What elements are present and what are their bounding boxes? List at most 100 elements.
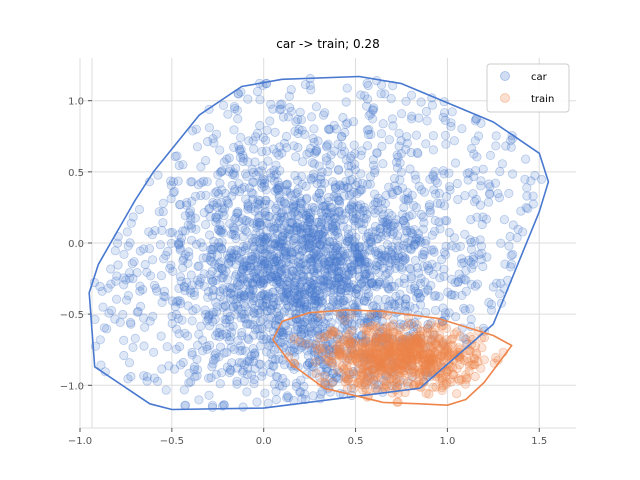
- car-point: [460, 229, 470, 239]
- car-point: [512, 233, 522, 243]
- car-point: [419, 218, 429, 228]
- car-point: [497, 159, 507, 169]
- car-point: [286, 339, 296, 349]
- car-point: [356, 150, 366, 160]
- car-point: [354, 241, 364, 251]
- car-point: [382, 340, 392, 351]
- car-point: [319, 281, 329, 292]
- car-point: [378, 159, 388, 169]
- car-point: [161, 250, 171, 260]
- car-point: [282, 295, 292, 305]
- car-point: [343, 229, 353, 239]
- car-point: [276, 265, 286, 276]
- car-point: [298, 206, 308, 216]
- car-point: [202, 177, 212, 187]
- train-point: [353, 377, 363, 387]
- car-point: [394, 298, 404, 308]
- scatter-points: [89, 73, 547, 412]
- car-point: [278, 328, 288, 338]
- car-point: [472, 279, 482, 289]
- car-point: [296, 327, 306, 337]
- car-point: [186, 214, 196, 224]
- car-point: [438, 112, 448, 122]
- car-point: [269, 165, 279, 175]
- train-point: [342, 348, 352, 359]
- car-point: [507, 169, 518, 179]
- car-point: [372, 234, 382, 244]
- car-point: [305, 217, 315, 227]
- car-point: [184, 247, 194, 257]
- train-point: [406, 367, 416, 378]
- car-point: [223, 109, 233, 119]
- car-point: [97, 286, 107, 296]
- train-point: [455, 359, 465, 370]
- car-point: [317, 234, 327, 244]
- train-point: [418, 371, 428, 381]
- car-point: [334, 232, 344, 242]
- car-point: [405, 244, 416, 254]
- car-point: [289, 208, 299, 218]
- car-point: [132, 307, 142, 317]
- car-point: [476, 181, 486, 191]
- car-point: [223, 199, 234, 209]
- car-point: [361, 284, 371, 294]
- car-point: [348, 253, 359, 263]
- car-point: [293, 293, 304, 303]
- car-point: [390, 181, 400, 191]
- car-point: [320, 232, 330, 242]
- car-point: [299, 317, 309, 327]
- car-point: [350, 149, 360, 159]
- car-point: [309, 124, 319, 134]
- car-point: [290, 352, 300, 362]
- car-point: [266, 272, 277, 282]
- car-point: [389, 174, 400, 184]
- car-point: [204, 203, 215, 214]
- car-point: [268, 297, 279, 307]
- car-point: [225, 311, 235, 322]
- car-point: [329, 276, 340, 286]
- car-point: [311, 146, 322, 156]
- car-point: [229, 344, 239, 354]
- car-point: [273, 248, 283, 258]
- car-point: [393, 185, 403, 196]
- car-point: [377, 196, 387, 206]
- car-point: [295, 193, 305, 203]
- car-point: [335, 256, 346, 266]
- car-point: [191, 224, 201, 234]
- car-point: [304, 213, 314, 223]
- car-point: [279, 212, 289, 222]
- car-point: [326, 317, 336, 328]
- car-point: [172, 324, 182, 334]
- car-point: [319, 345, 329, 355]
- car-point: [421, 236, 431, 246]
- car-point: [170, 364, 180, 374]
- car-point: [159, 291, 169, 301]
- car-point: [187, 235, 197, 245]
- car-point: [389, 251, 400, 261]
- car-point: [394, 253, 404, 263]
- car-point: [437, 254, 447, 265]
- car-point: [308, 264, 318, 274]
- car-point: [237, 367, 248, 377]
- car-point: [358, 337, 368, 347]
- car-point: [277, 232, 287, 242]
- car-point: [493, 189, 503, 199]
- car-point: [187, 316, 197, 326]
- train-point: [395, 380, 405, 390]
- car-point: [324, 256, 334, 266]
- car-point: [266, 99, 276, 109]
- car-point: [293, 128, 303, 139]
- car-point: [271, 160, 281, 170]
- car-point: [312, 235, 322, 245]
- car-point: [450, 158, 461, 168]
- train-point: [327, 359, 337, 369]
- car-point: [212, 302, 222, 312]
- car-point: [430, 290, 441, 301]
- car-point: [419, 187, 429, 197]
- car-point: [215, 342, 226, 352]
- car-point: [338, 295, 348, 306]
- car-point: [346, 200, 357, 210]
- car-point: [287, 345, 298, 356]
- car-point: [470, 166, 481, 176]
- car-point: [167, 311, 177, 321]
